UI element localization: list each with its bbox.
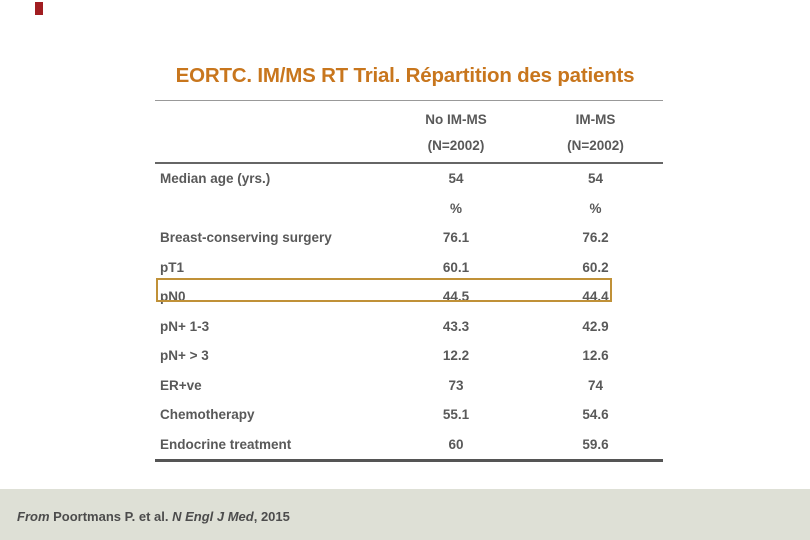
row-value-no-imms: 44.5: [442, 289, 470, 304]
table-row-median-age: Median age (yrs.) 54 54: [155, 164, 663, 194]
table-row-pt1: pT1 60.1 60.2: [155, 253, 663, 283]
table-row-pn-1-3: pN+ 1-3 43.3 42.9: [155, 312, 663, 342]
row-value-imms: 54: [587, 171, 604, 186]
table-row-chemotherapy: Chemotherapy 55.1 54.6: [155, 400, 663, 430]
table-row-endocrine-treatment: Endocrine treatment 60 59.6: [155, 430, 663, 460]
row-value-no-imms: 55.1: [442, 407, 470, 422]
table-header-counts: (N=2002) (N=2002): [155, 133, 663, 159]
row-value-imms: 74: [587, 377, 604, 393]
row-value-imms: %: [589, 200, 602, 216]
row-value-imms: 54.6: [582, 407, 609, 422]
column-header-imms: IM-MS: [575, 112, 616, 127]
column-header-no-imms: No IM-MS: [425, 112, 487, 127]
row-value-no-imms: 54: [448, 171, 464, 186]
table-row-er-positive: ER+ve 73 74: [155, 371, 663, 401]
row-value-no-imms: 60: [448, 436, 464, 452]
footer-strip: From Poortmans P. et al. N Engl J Med, 2…: [0, 489, 810, 540]
citation-from: From: [17, 509, 50, 524]
table-row-pn-gt-3: pN+ > 3 12.2 12.6: [155, 341, 663, 371]
citation-year: , 2015: [253, 509, 290, 524]
table-body: Median age (yrs.) 54 54 % % Breast-conse…: [155, 164, 663, 462]
row-label: pN0: [160, 289, 186, 304]
table-row-pn0: pN0 44.5 44.4: [155, 282, 663, 312]
table-row-percent-units: % %: [155, 194, 663, 224]
table-header: No IM-MS IM-MS (N=2002) (N=2002): [155, 100, 663, 164]
column-n-no-imms: (N=2002): [427, 138, 485, 153]
row-value-imms: 12.6: [582, 348, 609, 363]
row-value-no-imms: %: [449, 200, 462, 216]
table-header-groups: No IM-MS IM-MS: [155, 107, 663, 133]
row-label: Median age (yrs.): [160, 171, 271, 186]
row-value-no-imms: 60.1: [442, 259, 470, 275]
citation: From Poortmans P. et al. N Engl J Med, 2…: [17, 509, 290, 524]
row-value-imms: 42.9: [582, 318, 609, 334]
row-value-no-imms: 43.3: [442, 318, 470, 334]
row-value-no-imms: 76.1: [442, 230, 470, 245]
row-value-imms: 76.2: [582, 230, 609, 245]
row-label: pN+ 1-3: [160, 318, 210, 334]
row-label: Endocrine treatment: [160, 436, 292, 452]
row-value-no-imms: 73: [448, 377, 464, 393]
citation-authors: Poortmans P. et al.: [49, 509, 173, 524]
row-value-no-imms: 12.2: [442, 348, 470, 363]
header-spacer: [155, 133, 400, 159]
row-label: Chemotherapy: [160, 407, 255, 422]
column-n-imms: (N=2002): [567, 138, 624, 153]
header-spacer: [155, 107, 400, 133]
table-row-breast-conserving-surgery: Breast-conserving surgery 76.1 76.2: [155, 223, 663, 253]
patients-table: No IM-MS IM-MS (N=2002) (N=2002) Median …: [155, 100, 663, 462]
corner-annotation-mark: [35, 2, 43, 15]
row-label: ER+ve: [160, 377, 202, 393]
row-value-imms: 59.6: [582, 436, 609, 452]
row-value-imms: 60.2: [582, 259, 609, 275]
row-label: [155, 194, 400, 224]
slide-title: EORTC. IM/MS RT Trial. Répartition des p…: [175, 64, 635, 87]
row-label: pN+ > 3: [160, 348, 209, 363]
row-label: Breast-conserving surgery: [160, 230, 332, 245]
row-value-imms: 44.4: [582, 289, 609, 304]
row-label: pT1: [160, 259, 185, 275]
citation-journal: N Engl J Med: [172, 509, 254, 524]
